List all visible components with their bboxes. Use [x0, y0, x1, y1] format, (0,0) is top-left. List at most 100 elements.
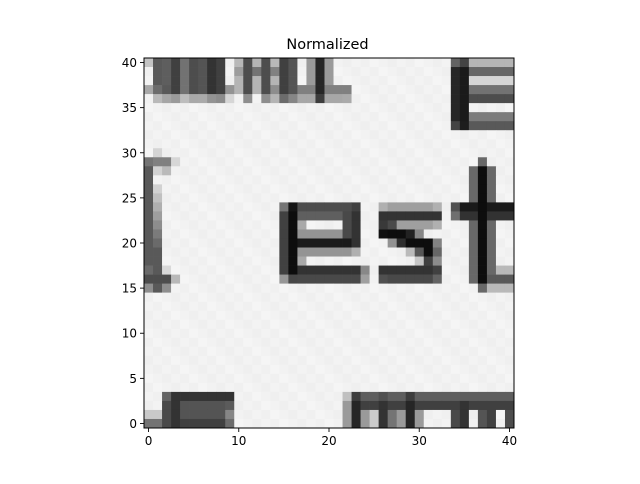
heatmap-cell: [252, 383, 261, 392]
heatmap-cell: [144, 374, 153, 383]
heatmap-cell: [487, 275, 496, 284]
heatmap-cell: [324, 374, 333, 383]
heatmap-cell: [352, 211, 361, 220]
heatmap-cell: [324, 338, 333, 347]
heatmap-cell: [469, 347, 478, 356]
heatmap-cell: [379, 121, 388, 130]
heatmap-cell: [279, 302, 288, 311]
heatmap-cell: [162, 311, 171, 320]
heatmap-cell: [478, 392, 487, 401]
heatmap-cell: [279, 193, 288, 202]
heatmap-cell: [388, 365, 397, 374]
heatmap-cell: [343, 311, 352, 320]
heatmap-cell: [415, 266, 424, 275]
heatmap-cell: [505, 175, 514, 184]
heatmap-cell: [315, 130, 324, 139]
heatmap-cell: [324, 202, 333, 211]
heatmap-cell: [189, 211, 198, 220]
heatmap-cell: [361, 320, 370, 329]
heatmap-cell: [424, 419, 433, 428]
heatmap-cell: [460, 410, 469, 419]
heatmap-cell: [406, 383, 415, 392]
heatmap-cell: [243, 184, 252, 193]
heatmap-cell: [279, 248, 288, 257]
heatmap-cell: [451, 257, 460, 266]
heatmap-cell: [162, 419, 171, 428]
heatmap-cell: [397, 220, 406, 229]
heatmap-cell: [379, 266, 388, 275]
y-tick-label: 0: [129, 417, 137, 431]
heatmap-cell: [243, 229, 252, 238]
heatmap-cell: [451, 293, 460, 302]
heatmap-cell: [225, 220, 234, 229]
heatmap-cell: [442, 202, 451, 211]
heatmap-cell: [171, 112, 180, 121]
heatmap-cell: [162, 293, 171, 302]
heatmap-cell: [144, 220, 153, 229]
heatmap-cell: [198, 211, 207, 220]
heatmap-cell: [406, 58, 415, 67]
heatmap-cell: [297, 184, 306, 193]
heatmap-cell: [243, 356, 252, 365]
heatmap-cell: [162, 76, 171, 85]
heatmap-cell: [460, 121, 469, 130]
heatmap-cell: [234, 112, 243, 121]
heatmap-cell: [315, 166, 324, 175]
heatmap-cell: [460, 193, 469, 202]
heatmap-cell: [198, 401, 207, 410]
heatmap-cell: [297, 302, 306, 311]
heatmap-cell: [451, 311, 460, 320]
heatmap-cell: [433, 302, 442, 311]
heatmap-cell: [478, 229, 487, 238]
heatmap-cell: [460, 320, 469, 329]
heatmap-cell: [189, 175, 198, 184]
heatmap-cell: [207, 238, 216, 247]
heatmap-cell: [343, 229, 352, 238]
heatmap-cell: [297, 410, 306, 419]
heatmap-cell: [261, 184, 270, 193]
heatmap-cell: [469, 130, 478, 139]
heatmap-cell: [315, 257, 324, 266]
heatmap-cell: [216, 67, 225, 76]
heatmap-cell: [388, 392, 397, 401]
heatmap-cell: [252, 67, 261, 76]
heatmap-cell: [442, 338, 451, 347]
heatmap-cell: [261, 166, 270, 175]
heatmap-cell: [469, 157, 478, 166]
heatmap-cell: [252, 329, 261, 338]
heatmap-cell: [379, 211, 388, 220]
heatmap-cell: [162, 238, 171, 247]
heatmap-cell: [469, 365, 478, 374]
heatmap-cell: [352, 112, 361, 121]
heatmap-cell: [288, 338, 297, 347]
heatmap-cell: [379, 229, 388, 238]
heatmap-cell: [324, 121, 333, 130]
heatmap-cell: [207, 293, 216, 302]
heatmap-cell: [198, 419, 207, 428]
heatmap-cell: [243, 266, 252, 275]
heatmap-cell: [334, 347, 343, 356]
heatmap-cell: [478, 85, 487, 94]
heatmap-cell: [216, 257, 225, 266]
heatmap-cell: [469, 248, 478, 257]
heatmap-cell: [198, 85, 207, 94]
heatmap-cell: [415, 410, 424, 419]
heatmap-cell: [207, 211, 216, 220]
heatmap-cell: [478, 175, 487, 184]
heatmap-cell: [343, 130, 352, 139]
heatmap-cell: [415, 383, 424, 392]
heatmap-cell: [261, 238, 270, 247]
heatmap-cell: [252, 392, 261, 401]
heatmap-cell: [397, 410, 406, 419]
heatmap-cell: [180, 220, 189, 229]
heatmap-cell: [189, 293, 198, 302]
heatmap-cell: [460, 284, 469, 293]
heatmap-cell: [496, 94, 505, 103]
heatmap-cell: [288, 374, 297, 383]
heatmap-cell: [234, 67, 243, 76]
heatmap-cell: [225, 338, 234, 347]
heatmap-cell: [478, 211, 487, 220]
heatmap-cell: [406, 329, 415, 338]
heatmap-cell: [288, 257, 297, 266]
heatmap-cell: [478, 410, 487, 419]
